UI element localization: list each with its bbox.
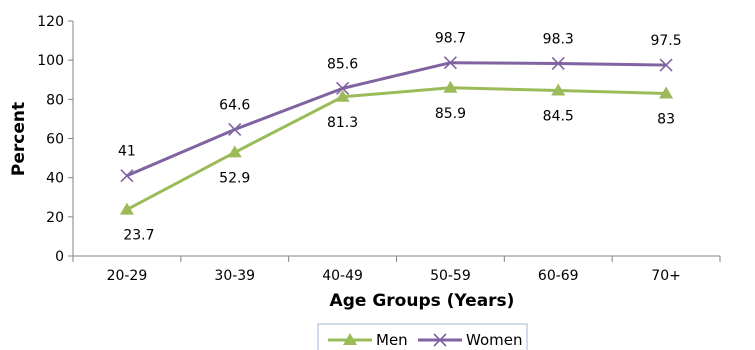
data-point-women — [659, 58, 673, 72]
data-point-women — [336, 81, 350, 95]
y-tick-label: 80 — [46, 92, 64, 108]
data-label-men: 23.7 — [123, 228, 154, 244]
y-tick-label: 20 — [46, 210, 64, 226]
legend-box — [317, 323, 528, 350]
y-tick-label: 120 — [37, 14, 64, 30]
y-tick-label: 60 — [46, 132, 64, 148]
legend-men-label: Men — [376, 331, 408, 349]
legend-women-marker — [433, 333, 447, 347]
data-label-men: 84.5 — [543, 109, 574, 125]
data-label-women: 64.6 — [219, 97, 250, 113]
data-label-women: 98.7 — [435, 31, 466, 47]
legend: Men Women — [317, 323, 528, 350]
y-tick-label: 100 — [37, 53, 64, 69]
data-point-men — [227, 145, 242, 158]
series-line-men — [126, 86, 667, 211]
series-line-women — [126, 61, 667, 178]
data-point-women — [120, 169, 134, 183]
data-point-men — [443, 80, 458, 93]
x-tick-label: 50-59 — [430, 268, 471, 284]
x-axis-title: Age Groups (Years) — [330, 291, 515, 311]
data-label-men: 81.3 — [327, 115, 358, 131]
data-point-men — [119, 202, 134, 215]
data-point-men — [551, 83, 566, 96]
data-point-men — [659, 86, 674, 99]
data-label-men: 85.9 — [435, 106, 466, 122]
data-label-women: 41 — [118, 144, 136, 160]
y-tick-label: 0 — [55, 249, 64, 265]
data-label-women: 98.3 — [543, 31, 574, 47]
x-tick-label: 60-69 — [538, 268, 579, 284]
data-point-women — [228, 122, 242, 137]
x-tick-label: 40-49 — [322, 268, 363, 284]
data-point-women — [551, 56, 565, 71]
plot-area: 0 20 40 60 80 100 120 20-29 30-39 40-49 50-59 60-69… — [37, 14, 721, 284]
data-label-men: 52.9 — [219, 170, 250, 186]
data-point-women — [443, 56, 457, 70]
y-tick-label: 40 — [46, 171, 64, 187]
data-label-women: 85.6 — [327, 56, 358, 72]
data-label-men: 83 — [657, 111, 675, 127]
x-tick-label: 70+ — [651, 268, 681, 284]
data-point-men — [335, 89, 350, 102]
x-tick-label: 30-39 — [214, 268, 255, 284]
data-label-women: 97.5 — [650, 33, 681, 49]
x-tick-label: 20-29 — [107, 268, 148, 284]
legend-women-label: Women — [466, 331, 522, 349]
legend-men-marker — [343, 333, 357, 345]
y-axis-title: Percent — [9, 102, 29, 176]
